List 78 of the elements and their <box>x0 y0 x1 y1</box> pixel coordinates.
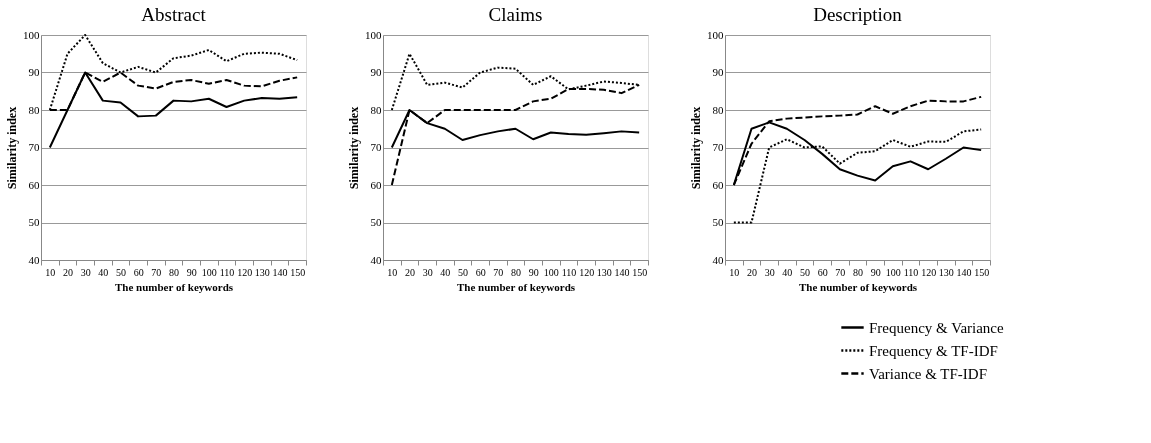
x-tick-label: 30 <box>80 266 91 278</box>
y-tick-label: 90 <box>370 66 382 78</box>
x-tick-label: 150 <box>632 266 648 278</box>
y-tick-label: 100 <box>365 28 382 41</box>
y-tick-label: 40 <box>712 253 724 266</box>
y-tick-label: 70 <box>712 141 724 153</box>
x-tick-label: 70 <box>493 266 504 278</box>
y-tick-label: 40 <box>28 253 40 266</box>
x-tick-label: 30 <box>764 266 775 278</box>
x-tick-label: 70 <box>151 266 162 278</box>
x-tick-label: 60 <box>133 266 144 278</box>
x-tick-label: 150 <box>974 266 990 278</box>
y-tick-label: 40 <box>370 253 382 266</box>
y-tick-label: 90 <box>28 66 40 78</box>
y-axis-title: Similarity index <box>689 106 703 190</box>
x-tick-label: 50 <box>800 266 810 278</box>
chart-title: Claims <box>488 4 543 25</box>
x-tick-label: 140 <box>614 266 630 278</box>
x-tick-label: 40 <box>440 266 451 278</box>
x-tick-label: 150 <box>290 266 306 278</box>
x-tick-label: 40 <box>782 266 793 278</box>
x-tick-label: 60 <box>475 266 486 278</box>
x-tick-label: 110 <box>903 266 919 278</box>
x-tick-label: 80 <box>169 266 179 278</box>
legend-label: Frequency & Variance <box>869 319 1005 336</box>
x-axis-title: The number of keywords <box>114 280 234 293</box>
y-tick-label: 100 <box>707 28 724 41</box>
x-tick-label: 50 <box>116 266 126 278</box>
x-tick-label: 20 <box>405 266 415 278</box>
x-tick-label: 130 <box>596 266 612 278</box>
x-tick-label: 100 <box>201 266 217 278</box>
y-tick-label: 80 <box>370 103 382 116</box>
x-axis-title: The number of keywords <box>456 280 576 293</box>
y-tick-label: 80 <box>712 103 724 116</box>
x-tick-label: 10 <box>45 266 56 278</box>
x-tick-label: 110 <box>219 266 235 278</box>
x-tick-label: 10 <box>387 266 398 278</box>
x-tick-label: 120 <box>921 266 937 278</box>
x-tick-label: 140 <box>272 266 288 278</box>
x-tick-label: 80 <box>853 266 863 278</box>
y-tick-label: 60 <box>28 178 40 191</box>
x-tick-label: 80 <box>511 266 521 278</box>
x-tick-label: 20 <box>747 266 757 278</box>
x-tick-label: 120 <box>237 266 253 278</box>
x-tick-label: 110 <box>561 266 577 278</box>
x-tick-label: 130 <box>938 266 954 278</box>
x-tick-label: 90 <box>528 266 539 278</box>
y-tick-label: 60 <box>370 178 382 191</box>
y-tick-label: 50 <box>712 216 724 228</box>
x-tick-label: 140 <box>956 266 972 278</box>
x-tick-label: 50 <box>458 266 468 278</box>
x-tick-label: 90 <box>870 266 881 278</box>
x-tick-label: 60 <box>817 266 828 278</box>
y-tick-label: 90 <box>712 66 724 78</box>
legend-label: Frequency & TF-IDF <box>869 342 998 359</box>
x-tick-label: 100 <box>885 266 901 278</box>
y-axis-title: Similarity index <box>5 106 19 190</box>
y-tick-label: 70 <box>370 141 382 153</box>
x-tick-label: 90 <box>186 266 197 278</box>
x-tick-label: 10 <box>729 266 740 278</box>
y-axis-title: Similarity index <box>347 106 361 190</box>
x-tick-label: 130 <box>254 266 270 278</box>
y-tick-label: 80 <box>28 103 40 116</box>
x-tick-label: 100 <box>543 266 559 278</box>
x-tick-label: 20 <box>63 266 73 278</box>
y-tick-label: 100 <box>23 28 40 41</box>
y-tick-label: 50 <box>370 216 382 228</box>
x-axis-title: The number of keywords <box>798 280 918 293</box>
legend-label: Variance & TF-IDF <box>869 365 988 382</box>
y-tick-label: 60 <box>712 178 724 191</box>
y-tick-label: 50 <box>28 216 40 228</box>
x-tick-label: 70 <box>835 266 846 278</box>
chart-title: Abstract <box>141 4 207 25</box>
x-tick-label: 40 <box>98 266 109 278</box>
x-tick-label: 120 <box>579 266 595 278</box>
x-tick-label: 30 <box>422 266 433 278</box>
y-tick-label: 70 <box>28 141 40 153</box>
chart-title: Description <box>813 4 903 25</box>
